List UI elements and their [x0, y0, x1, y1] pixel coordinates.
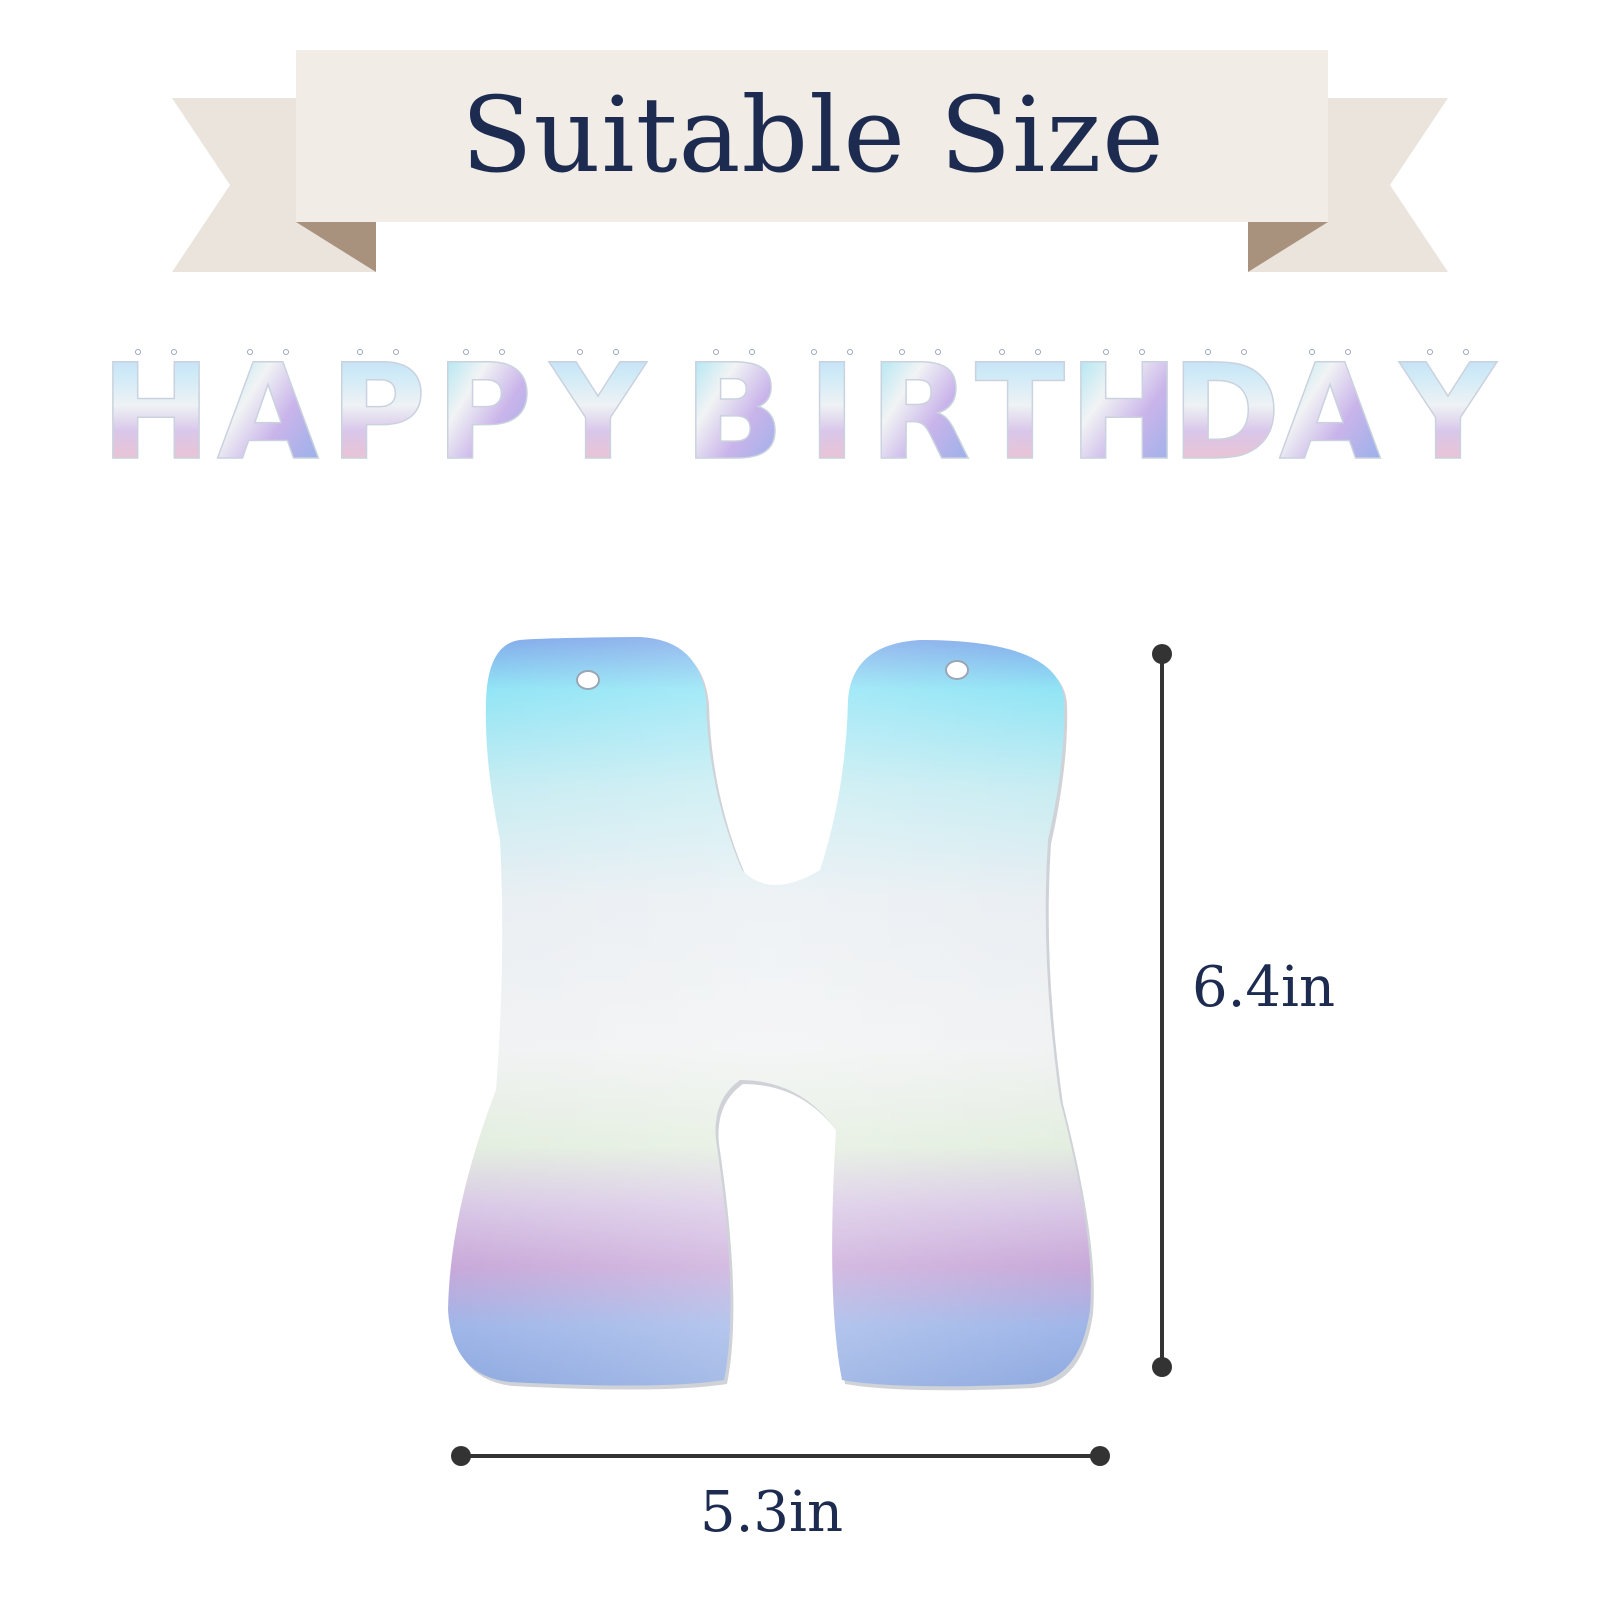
banner-letter: H: [1068, 335, 1180, 490]
banner-hanging-hole: [393, 349, 399, 355]
banner-letter: P: [435, 335, 533, 490]
banner-letter-glyph: P: [330, 336, 427, 490]
banner-letter: I: [807, 335, 858, 490]
banner-letter-glyph: H: [1069, 336, 1179, 490]
banner-letter: Y: [547, 335, 648, 490]
banner-hanging-hole: [1463, 349, 1469, 355]
banner-hanging-hole: [357, 349, 363, 355]
banner-hanging-hole: [171, 349, 177, 355]
banner-hanging-hole: [935, 349, 941, 355]
hanging-hole-left: [576, 670, 600, 690]
letter-h-diagram: [448, 637, 1172, 1466]
width-dimension-left-dot: [451, 1446, 471, 1466]
banner-letter: A: [216, 335, 320, 490]
banner-hanging-hole: [999, 349, 1005, 355]
banner-letter: P: [329, 335, 427, 490]
banner-hanging-hole: [847, 349, 853, 355]
width-label: 5.3in: [700, 1480, 844, 1545]
banner-letter-glyph: P: [436, 336, 533, 490]
banner-letter-glyph: I: [807, 336, 856, 490]
banner-letter: Y: [1397, 335, 1498, 490]
banner-letter-glyph: T: [975, 336, 1065, 490]
hanging-hole-right: [945, 660, 969, 680]
height-dimension-top-dot: [1152, 644, 1172, 664]
banner-hanging-hole: [1241, 349, 1247, 355]
banner-hanging-hole: [1427, 349, 1433, 355]
banner-hanging-hole: [613, 349, 619, 355]
banner-hanging-hole: [1035, 349, 1041, 355]
banner-hanging-hole: [1139, 349, 1145, 355]
banner-letter-glyph: R: [869, 336, 971, 490]
banner-letter-glyph: B: [684, 336, 785, 490]
banner-letter: A: [1278, 335, 1382, 490]
page-title: Suitable Size: [461, 74, 1165, 196]
banner-hanging-hole: [577, 349, 583, 355]
banner-letter: D: [1170, 335, 1281, 490]
banner-hanging-hole: [463, 349, 469, 355]
banner-hanging-hole: [499, 349, 505, 355]
banner-letter: R: [868, 335, 971, 490]
happy-birthday-banner: H A P P Y B I R T HDA Y: [100, 335, 1498, 490]
height-label: 6.4in: [1192, 955, 1336, 1020]
banner-hanging-hole: [1309, 349, 1315, 355]
banner-hanging-hole: [247, 349, 253, 355]
banner-letter-glyph: A: [217, 336, 319, 490]
ribbon-graphic: [172, 50, 1448, 272]
banner-hanging-hole: [1103, 349, 1109, 355]
banner-letter: B: [683, 335, 785, 490]
banner-letter: T: [974, 335, 1066, 490]
banner-hanging-hole: [749, 349, 755, 355]
ribbon-face: [296, 50, 1328, 222]
banner-letter-glyph: Y: [548, 336, 647, 490]
letter-h-sheen: [448, 637, 1091, 1387]
banner-letter-glyph: H: [101, 336, 211, 490]
banner-letter-glyph: A: [1279, 336, 1381, 490]
banner-hanging-hole: [1345, 349, 1351, 355]
height-dimension-bottom-dot: [1152, 1357, 1172, 1377]
banner-hanging-hole: [899, 349, 905, 355]
width-dimension-right-dot: [1090, 1446, 1110, 1466]
banner-hanging-hole: [283, 349, 289, 355]
banner-letter-glyph: D: [1171, 336, 1281, 490]
banner-letter-glyph: Y: [1398, 336, 1497, 490]
banner-hanging-hole: [1205, 349, 1211, 355]
ribbon-left-fold: [296, 222, 376, 272]
ribbon-right-fold: [1248, 222, 1328, 272]
banner-hanging-hole: [713, 349, 719, 355]
banner-letter: H: [100, 335, 212, 490]
title-ribbon: Suitable Size: [0, 0, 1600, 290]
banner-hanging-hole: [135, 349, 141, 355]
banner-hanging-hole: [811, 349, 817, 355]
